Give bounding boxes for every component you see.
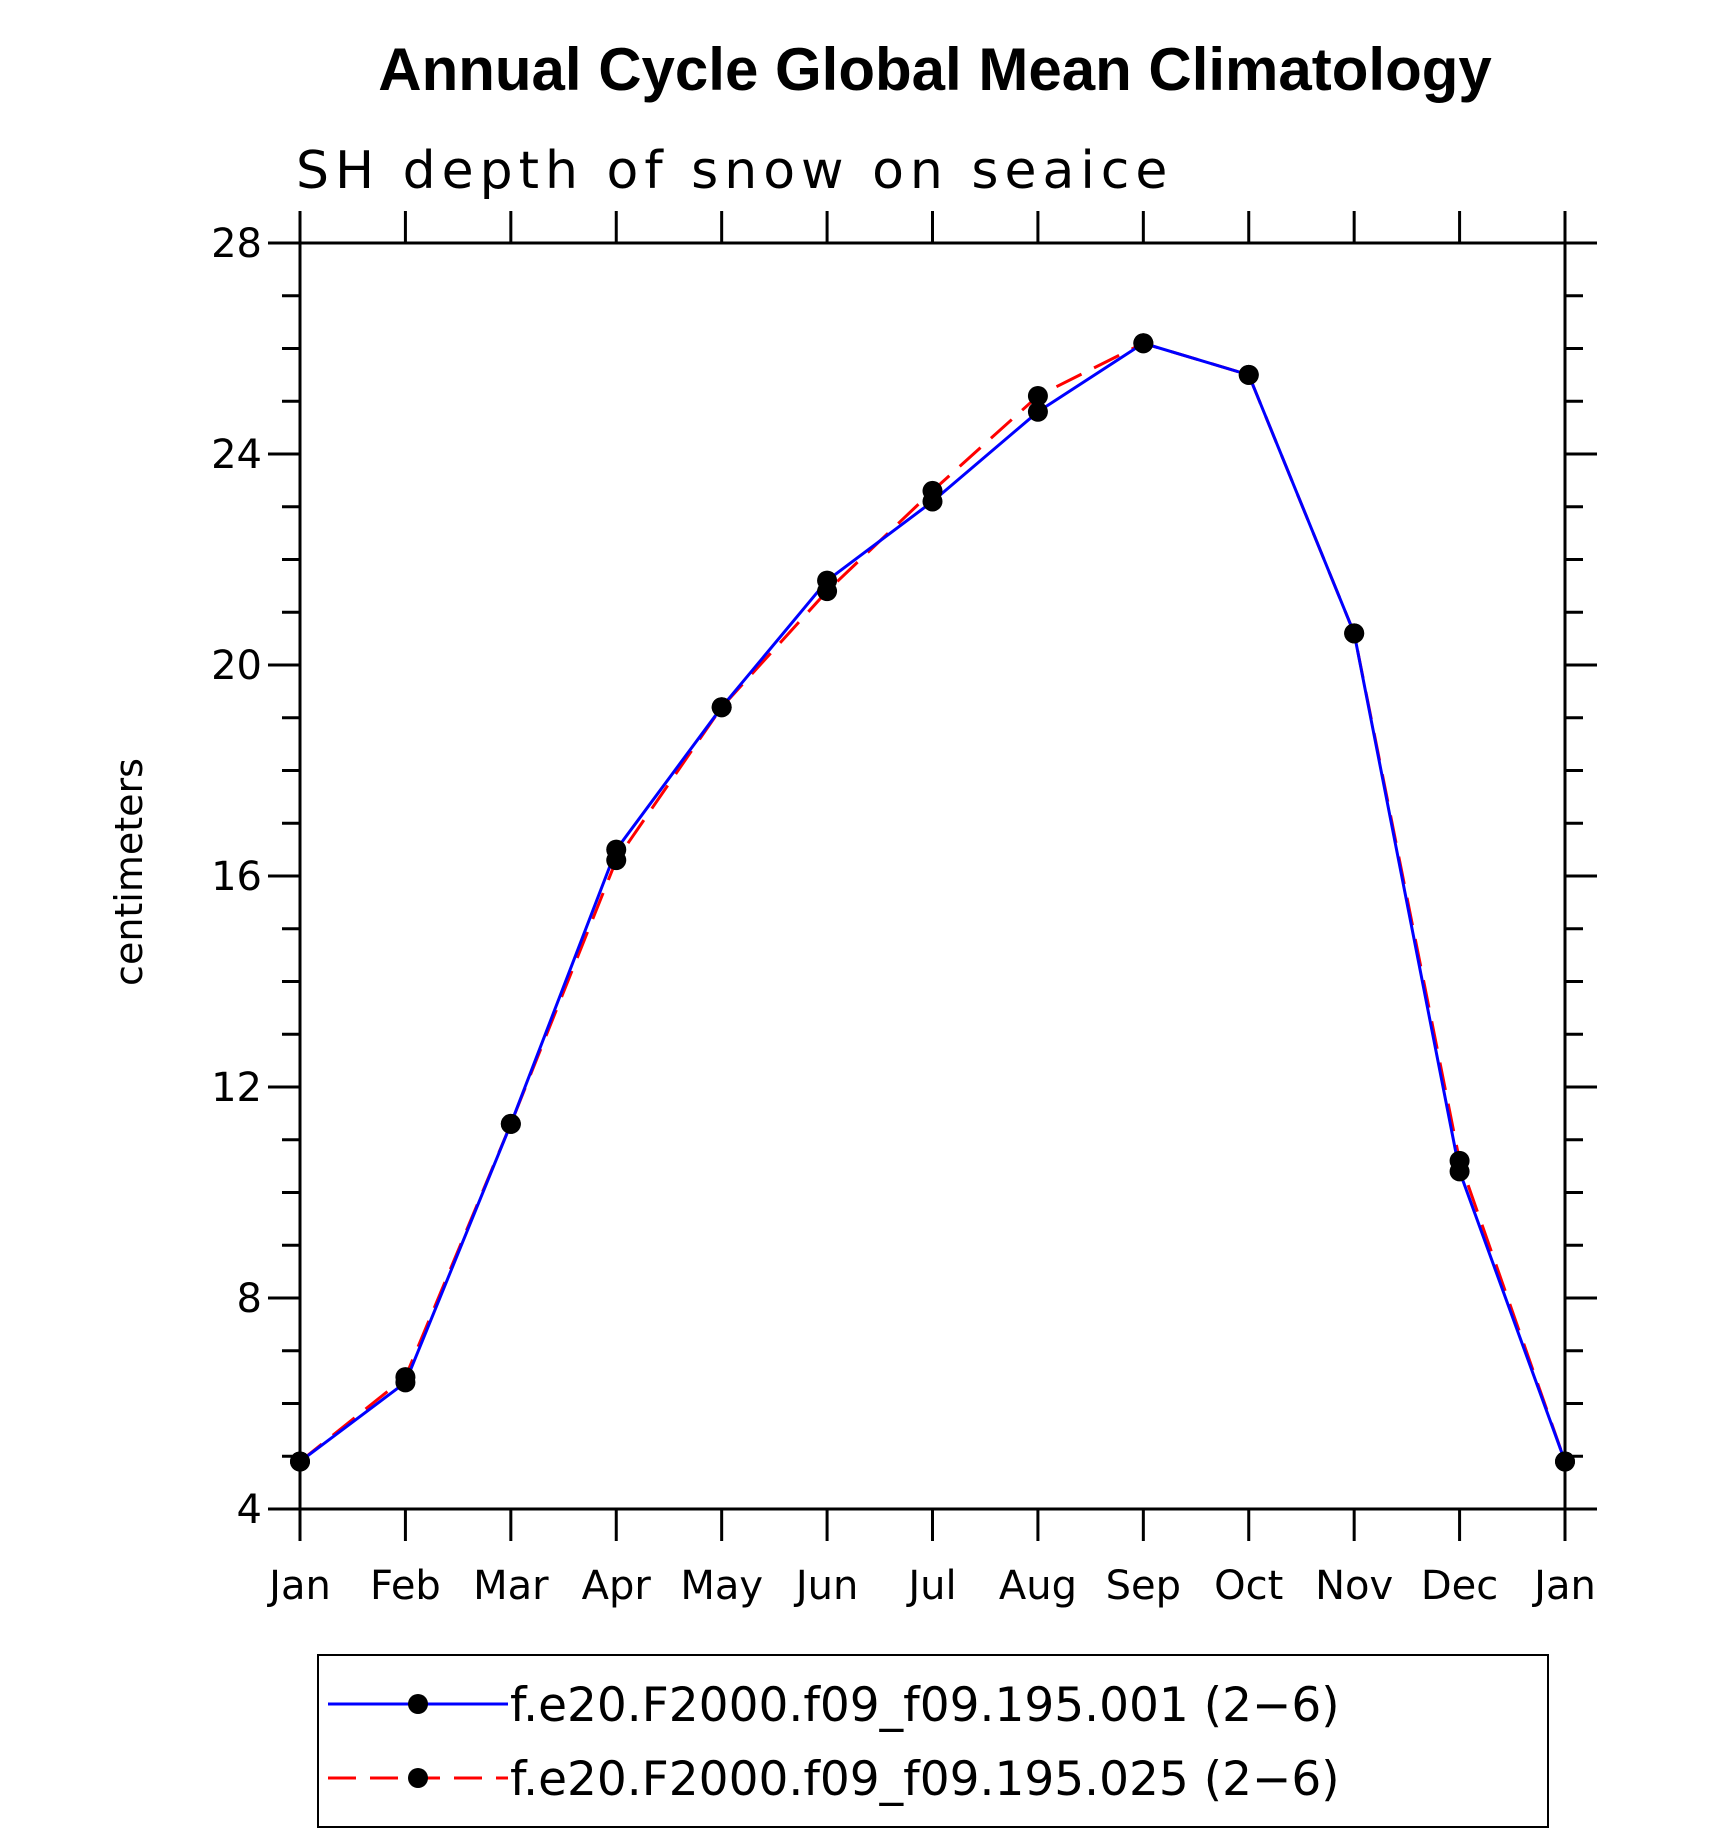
series-2-point: [1027, 385, 1048, 406]
chart-subtitle: SH depth of snow on seaice: [296, 141, 1173, 201]
y-axis-label: centimeters: [107, 758, 151, 986]
y-tick-label: 28: [211, 221, 262, 267]
data-series: [290, 333, 1575, 1472]
legend-marker-2: [408, 1768, 428, 1788]
x-tick-label: Apr: [582, 1563, 652, 1609]
series-2-point: [606, 850, 627, 871]
x-tick-label: Mar: [473, 1563, 549, 1609]
x-tick-label: Jan: [266, 1563, 331, 1609]
y-tick-label: 8: [237, 1276, 262, 1322]
series-2-point: [500, 1113, 521, 1134]
x-tick-label: Dec: [1421, 1563, 1498, 1609]
series-1-point: [1027, 401, 1048, 422]
legend-marker-1: [408, 1694, 428, 1714]
legend: f.e20.F2000.f09_f09.195.001 (2−6) f.e20.F…: [317, 1654, 1549, 1828]
x-tick-label: Oct: [1214, 1563, 1283, 1609]
x-tick-label: Aug: [999, 1563, 1077, 1609]
series-2-point: [1238, 364, 1259, 385]
series-2-point: [1133, 333, 1154, 354]
y-tick-label: 16: [211, 854, 262, 900]
x-tick-label: Jul: [905, 1563, 956, 1609]
plot-frame: [298, 241, 1567, 1511]
legend-label-1: f.e20.F2000.f09_f09.195.001 (2−6): [510, 1678, 1340, 1733]
legend-items: f.e20.F2000.f09_f09.195.001 (2−6) f.e20.F…: [328, 1678, 1340, 1807]
series-2-point: [290, 1451, 310, 1472]
x-tick-label: Nov: [1315, 1563, 1393, 1609]
chart-title: Annual Cycle Global Mean Climatology: [378, 36, 1492, 103]
x-tick-label: Feb: [370, 1563, 441, 1609]
y-tick-label: 4: [237, 1487, 262, 1533]
x-tick-label: Jun: [793, 1563, 859, 1609]
x-tick-label: Sep: [1106, 1563, 1181, 1609]
series-2-point: [711, 697, 732, 718]
tick-marks: [268, 211, 1597, 1541]
y-tick-label: 20: [211, 643, 262, 689]
y-tick-labels: 4 8 12 16 20 24 28: [211, 221, 262, 1533]
y-tick-label: 24: [211, 432, 262, 478]
series-2-point: [395, 1367, 416, 1388]
series-2-point: [922, 480, 943, 501]
series-2-point: [1449, 1150, 1470, 1171]
x-tick-label: Jan: [1531, 1563, 1596, 1609]
legend-box: [317, 1654, 1549, 1828]
series-2-point: [1555, 1451, 1575, 1472]
x-tick-label: May: [680, 1563, 763, 1609]
legend-label-2: f.e20.F2000.f09_f09.195.025 (2−6): [510, 1752, 1340, 1807]
series-2-point: [817, 581, 838, 602]
series-2-point: [1344, 623, 1365, 644]
y-tick-label: 12: [211, 1065, 262, 1111]
x-tick-labels: Jan Feb Mar Apr May Jun Jul Aug Sep Oct Nov Dec Jan: [266, 1563, 1596, 1609]
